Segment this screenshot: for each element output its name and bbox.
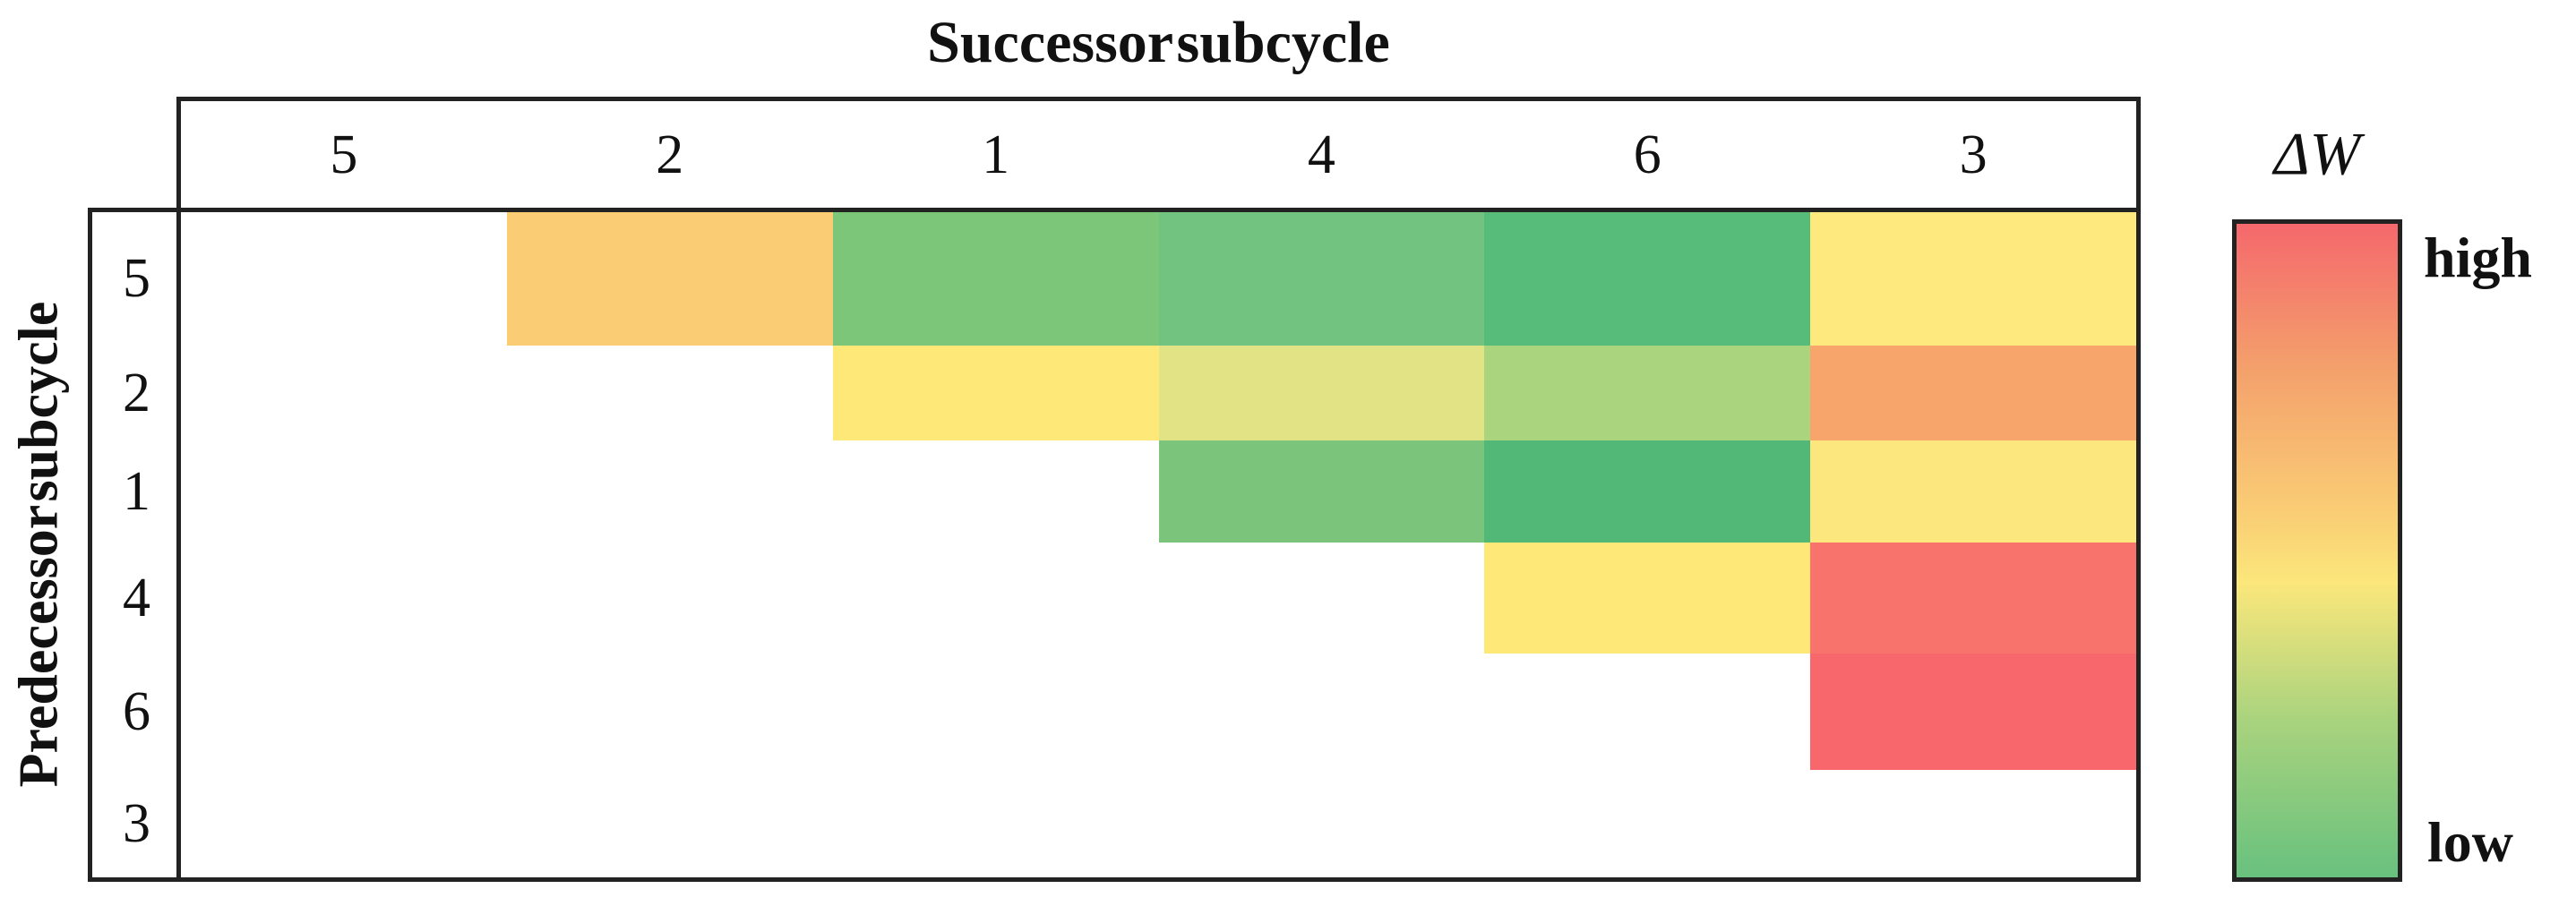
heatmap-cell-r2-c3 bbox=[1810, 345, 2136, 440]
column-header-5: 5 bbox=[330, 124, 358, 185]
column-header-2: 2 bbox=[656, 124, 684, 185]
heatmap-cell-r1-c4 bbox=[1158, 440, 1485, 543]
row-header-4: 4 bbox=[123, 568, 150, 629]
y-axis-title: Predecessor subcycle bbox=[8, 301, 70, 788]
heatmap-cell-r1-c6 bbox=[1484, 440, 1811, 543]
column-header-4: 4 bbox=[1307, 124, 1335, 185]
column-header-1: 1 bbox=[982, 124, 1010, 185]
column-header-6: 6 bbox=[1633, 124, 1662, 185]
heatmap-cell-r5-c6 bbox=[1484, 212, 1811, 346]
x-axis-title: Successor subcycle bbox=[927, 10, 1390, 75]
heatmap-cell-r2-c1 bbox=[832, 345, 1159, 440]
heatmap-cell-r5-c3 bbox=[1810, 212, 2136, 346]
heatmap-cell-r4-c6 bbox=[1484, 543, 1811, 654]
row-header-1: 1 bbox=[123, 460, 150, 522]
heatmap-cell-r1-c3 bbox=[1810, 440, 2136, 543]
heatmap-cell-r5-c2 bbox=[506, 212, 833, 346]
colorbar-low-label: low bbox=[2427, 810, 2513, 874]
colorbar-high-label: high bbox=[2424, 226, 2532, 289]
row-header-5: 5 bbox=[123, 248, 150, 310]
heatmap-cell-r5-c1 bbox=[832, 212, 1159, 346]
heatmap-cell-r6-c3 bbox=[1810, 654, 2136, 770]
heatmap-cell-r4-c3 bbox=[1810, 543, 2136, 654]
colorbar-gradient bbox=[2232, 219, 2402, 882]
colorbar-title-delta-w: ΔW bbox=[2273, 119, 2361, 188]
heatmap-grid bbox=[176, 208, 2141, 882]
column-header-box: 5 2 1 4 6 3 bbox=[176, 97, 2141, 208]
column-header-3: 3 bbox=[1959, 124, 1988, 185]
heatmap-cell-r2-c6 bbox=[1484, 345, 1811, 440]
row-header-6: 6 bbox=[123, 680, 150, 742]
heatmap-cell-r5-c4 bbox=[1158, 212, 1485, 346]
row-header-3: 3 bbox=[123, 792, 150, 854]
row-header-2: 2 bbox=[123, 362, 150, 423]
heatmap-cell-r2-c4 bbox=[1158, 345, 1485, 440]
row-header-box: 5 2 1 4 6 3 bbox=[88, 208, 181, 882]
